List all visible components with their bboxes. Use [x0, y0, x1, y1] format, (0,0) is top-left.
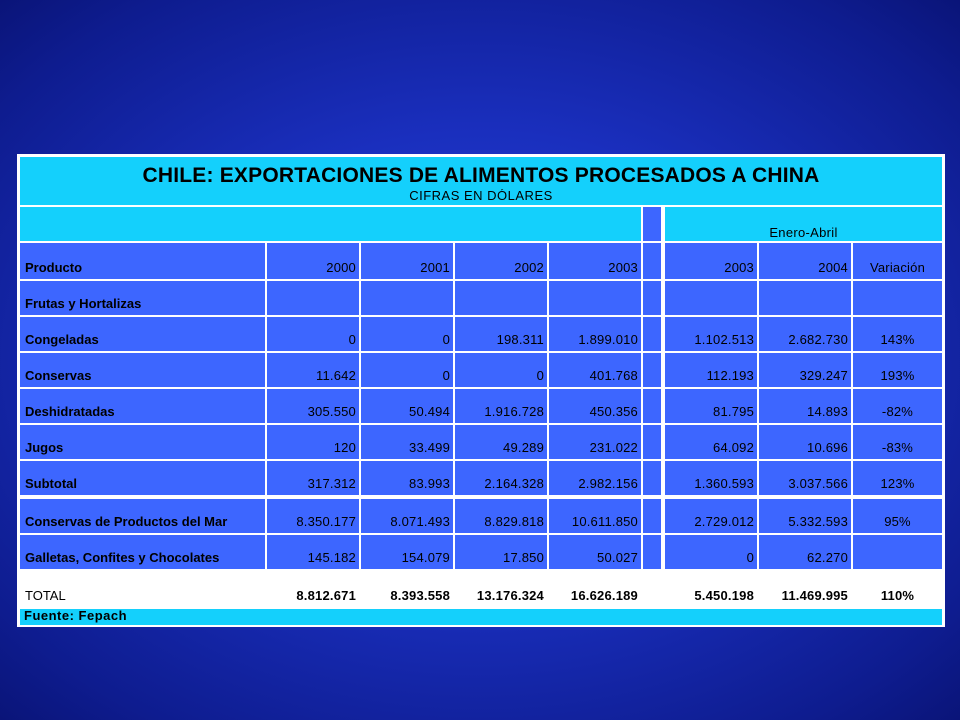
table-cell: 317.312: [267, 461, 359, 495]
table-cell: 198.311: [455, 317, 547, 351]
table-cell: 95%: [853, 499, 942, 533]
gap-cell: [643, 317, 661, 351]
table-cell: 14.893: [759, 389, 851, 423]
table-title: CHILE: EXPORTACIONES DE ALIMENTOS PROCES…: [20, 157, 942, 205]
table-cell: 231.022: [549, 425, 641, 459]
section-label: Frutas y Hortalizas: [20, 281, 265, 315]
table-cell: 1.916.728: [455, 389, 547, 423]
table-cell: [759, 281, 851, 315]
table-cell: 10.611.850: [549, 499, 641, 533]
header-variacion: Variación: [853, 243, 942, 279]
gap-cell: [643, 461, 661, 495]
table-cell: 154.079: [361, 535, 453, 569]
table-cell: 50.494: [361, 389, 453, 423]
table-cell: 329.247: [759, 353, 851, 387]
header-2004: 2004: [759, 243, 851, 279]
gap-cell: [643, 535, 661, 569]
source-note: Fuente: Fepach: [20, 609, 942, 625]
table-cell: 10.696: [759, 425, 851, 459]
table-cell: 1.360.593: [665, 461, 757, 495]
gap-cell: [643, 425, 661, 459]
table-cell: 450.356: [549, 389, 641, 423]
table-cell: 145.182: [267, 535, 359, 569]
table-cell: [549, 281, 641, 315]
table-cell: 2.164.328: [455, 461, 547, 495]
row-label: Galletas, Confites y Chocolates: [20, 535, 265, 569]
table-cell: 0: [665, 535, 757, 569]
table-cell: 33.499: [361, 425, 453, 459]
table-cell: 8.350.177: [267, 499, 359, 533]
row-label: Deshidratadas: [20, 389, 265, 423]
table-cell: 50.027: [549, 535, 641, 569]
total-label: TOTAL: [20, 571, 265, 607]
table-cell: 0: [267, 317, 359, 351]
header-2003-ene-abr: 2003: [665, 243, 757, 279]
table-cell: 3.037.566: [759, 461, 851, 495]
total-cell: 13.176.324: [455, 571, 547, 607]
table-cell: 8.829.818: [455, 499, 547, 533]
table-cell: 8.071.493: [361, 499, 453, 533]
period-label: Enero-Abril: [769, 225, 838, 240]
header-2002: 2002: [455, 243, 547, 279]
period-row-blank: [20, 207, 641, 241]
table-cell: 143%: [853, 317, 942, 351]
exports-table: CHILE: EXPORTACIONES DE ALIMENTOS PROCES…: [17, 154, 945, 627]
table-cell: -82%: [853, 389, 942, 423]
table-cell: 1.899.010: [549, 317, 641, 351]
header-2000: 2000: [267, 243, 359, 279]
total-cell: 11.469.995: [759, 571, 851, 607]
table-cell: 83.993: [361, 461, 453, 495]
table-cell: 0: [361, 353, 453, 387]
total-cell: 16.626.189: [549, 571, 641, 607]
table-cell: 49.289: [455, 425, 547, 459]
gap-cell: [643, 353, 661, 387]
table-cell: 305.550: [267, 389, 359, 423]
total-cell: 8.812.671: [267, 571, 359, 607]
gap-cell: [643, 281, 661, 315]
table-cell: [455, 281, 547, 315]
row-label: Jugos: [20, 425, 265, 459]
period-header-bg: [665, 207, 942, 241]
table-cell: [853, 535, 942, 569]
table-cell: 2.982.156: [549, 461, 641, 495]
table-subtitle: CIFRAS EN DÓLARES: [409, 189, 553, 203]
gap-cell: [643, 389, 661, 423]
header-producto: Producto: [20, 243, 265, 279]
table-cell: 123%: [853, 461, 942, 495]
table-cell: 64.092: [665, 425, 757, 459]
row-label: Subtotal: [20, 461, 265, 495]
table-cell: [665, 281, 757, 315]
gap-cell: [643, 207, 661, 241]
table-title-text: CHILE: EXPORTACIONES DE ALIMENTOS PROCES…: [142, 164, 820, 187]
table-cell: 81.795: [665, 389, 757, 423]
table-cell: 112.193: [665, 353, 757, 387]
table-cell: [361, 281, 453, 315]
row-label: Conservas: [20, 353, 265, 387]
table-cell: 2.682.730: [759, 317, 851, 351]
header-2001: 2001: [361, 243, 453, 279]
row-label: Congeladas: [20, 317, 265, 351]
table-cell: [267, 281, 359, 315]
row-label: Conservas de Productos del Mar: [20, 499, 265, 533]
table-cell: 5.332.593: [759, 499, 851, 533]
header-2003: 2003: [549, 243, 641, 279]
table-cell: 0: [455, 353, 547, 387]
table-cell: [853, 281, 942, 315]
total-cell: 110%: [853, 571, 942, 607]
table-cell: 0: [361, 317, 453, 351]
table-cell: 11.642: [267, 353, 359, 387]
table-cell: 193%: [853, 353, 942, 387]
table-cell: 401.768: [549, 353, 641, 387]
table-cell: 1.102.513: [665, 317, 757, 351]
table-cell: -83%: [853, 425, 942, 459]
table-cell: 120: [267, 425, 359, 459]
table-cell: 17.850: [455, 535, 547, 569]
total-cell: 8.393.558: [361, 571, 453, 607]
table-cell: 62.270: [759, 535, 851, 569]
gap-cell: [643, 243, 661, 279]
gap-cell: [643, 499, 661, 533]
total-cell: 5.450.198: [665, 571, 757, 607]
table-cell: 2.729.012: [665, 499, 757, 533]
